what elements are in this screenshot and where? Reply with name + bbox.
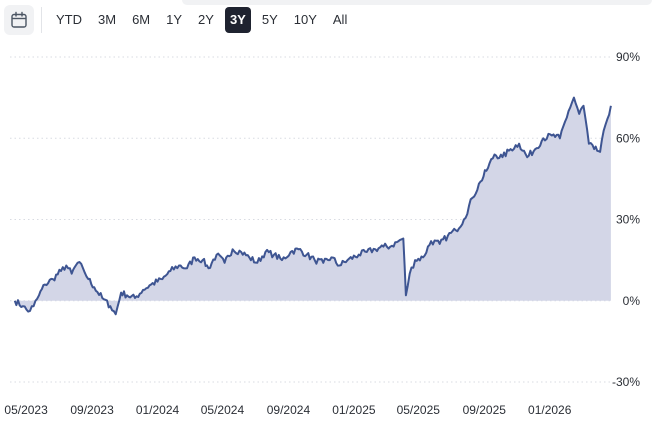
range-selector: YTD 3M 6M 1Y 2Y 3Y 5Y 10Y All [51,7,358,33]
y-axis-labels: -30% 0% 30% 60% 90% [612,50,640,389]
toolbar-divider [41,7,42,33]
range-10y-button[interactable]: 10Y [293,12,317,27]
y-tick-label: 30% [616,213,640,227]
top-tab-strip [182,0,652,5]
range-6m-button[interactable]: 6M [132,12,151,27]
range-all-button[interactable]: All [332,12,348,27]
x-tick-label: 01/2024 [136,403,180,417]
y-tick-label: 60% [616,131,640,145]
range-2y-button[interactable]: 2Y [198,12,214,27]
range-1y-button[interactable]: 1Y [166,12,183,27]
y-tick-label: 90% [616,50,640,64]
range-5y-button[interactable]: 5Y [261,12,278,27]
date-picker-button[interactable] [4,5,34,35]
x-axis-labels: 05/2023 09/2023 01/2024 05/2024 09/2024 01/20… [4,403,571,417]
x-tick-label: 09/2023 [70,403,114,417]
x-tick-label: 05/2024 [201,403,245,417]
y-tick-label: -30% [612,375,640,389]
range-3y-button[interactable]: 3Y [224,7,251,33]
y-tick-label: 0% [623,294,641,308]
x-tick-label: 05/2023 [4,403,48,417]
x-tick-label: 01/2025 [332,403,376,417]
range-ytd-button[interactable]: YTD [56,12,82,27]
calendar-icon [11,11,27,28]
x-tick-label: 09/2025 [463,403,507,417]
range-toolbar: YTD 3M 6M 1Y 2Y 3Y 5Y 10Y All [4,5,661,35]
x-tick-label: 05/2025 [397,403,441,417]
series-line [13,96,612,316]
x-tick-label: 01/2026 [528,403,572,417]
area-fill [14,97,611,315]
x-tick-label: 09/2024 [267,403,311,417]
range-3m-button[interactable]: 3M [98,12,117,27]
